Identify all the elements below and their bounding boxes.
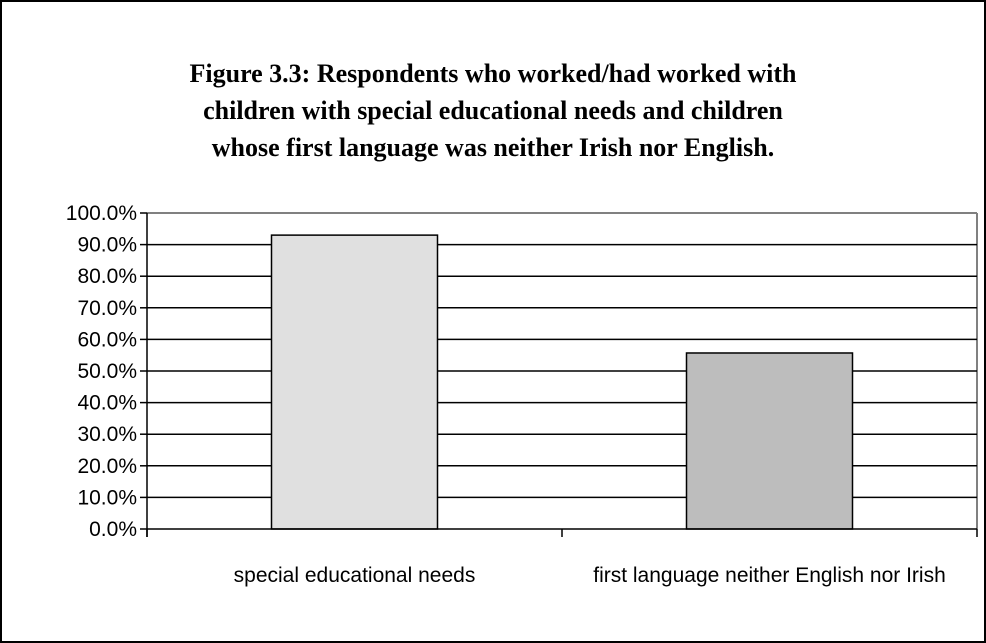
- y-axis: 0.0% 10.0% 20.0% 30.0% 40.0% 50.0% 60.0% 70.0% 8…: [66, 202, 148, 541]
- y-tick-label: 30.0%: [77, 423, 137, 446]
- x-category-label: special educational needs: [234, 564, 476, 587]
- title-line-3: whose first language was neither Irish n…: [212, 133, 774, 162]
- y-tick-label: 100.0%: [66, 202, 137, 225]
- y-tick-label: 90.0%: [77, 234, 137, 257]
- y-tick-label: 10.0%: [77, 486, 137, 509]
- bar-1: [270, 234, 439, 530]
- bars: [270, 234, 854, 530]
- y-tick-label: 80.0%: [77, 265, 137, 288]
- x-category-label: first language neither English nor Irish: [593, 564, 946, 587]
- x-category-label-line: special educational needs: [234, 564, 476, 587]
- title-line-2: children with special educational needs …: [203, 96, 783, 125]
- y-tick-label: 0.0%: [89, 518, 137, 541]
- title-line-1: Figure 3.3: Respondents who worked/had w…: [190, 59, 798, 88]
- chart-title: Figure 3.3: Respondents who worked/had w…: [190, 59, 798, 162]
- x-axis: special educational needs first language …: [146, 528, 978, 587]
- y-tick-label: 70.0%: [77, 297, 137, 320]
- bar-2: [685, 352, 854, 530]
- x-category-label-line: first language neither English nor Irish: [593, 564, 946, 587]
- y-tick-label: 60.0%: [77, 328, 137, 351]
- y-tick-label: 40.0%: [77, 392, 137, 415]
- y-tick-label: 50.0%: [77, 360, 137, 383]
- y-tick-label: 20.0%: [77, 455, 137, 478]
